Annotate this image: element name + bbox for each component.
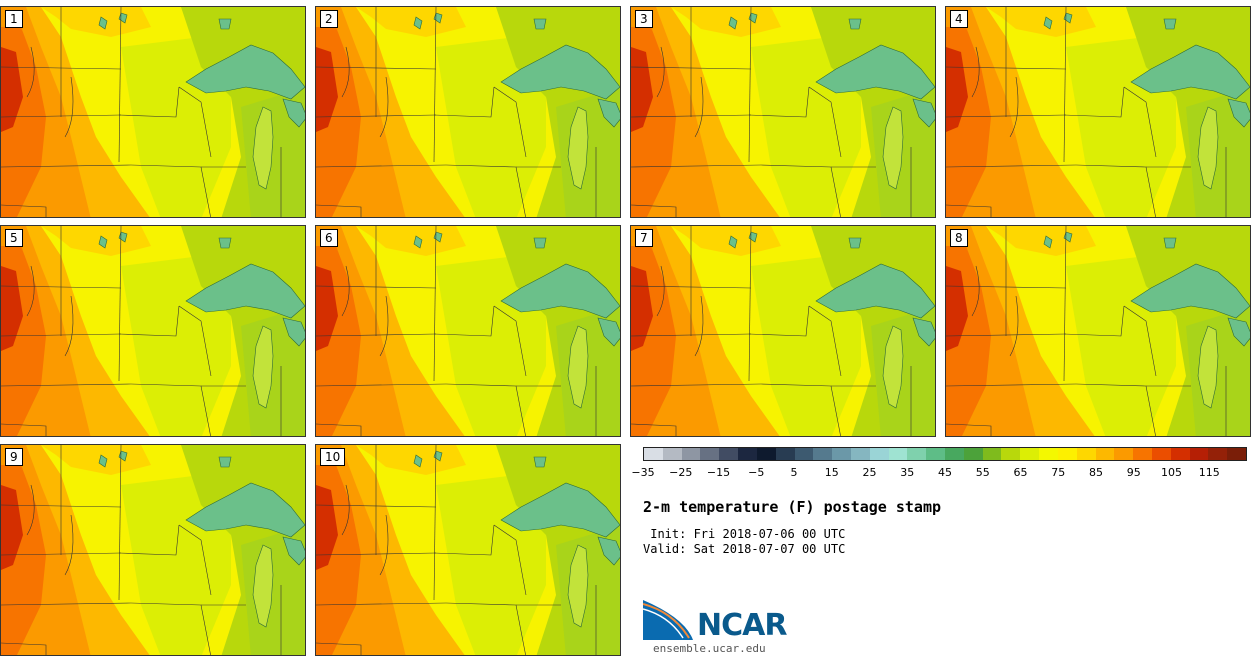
panel-number: 9 [5, 448, 23, 466]
colorbar-swatch [738, 448, 757, 460]
map-5 [1, 226, 305, 436]
map-3 [631, 7, 935, 217]
colorbar-tick-label: −15 [706, 466, 731, 479]
colorbar [643, 447, 1247, 461]
map-4 [946, 7, 1250, 217]
init-time: Init: Fri 2018-07-06 00 UTC [643, 527, 846, 541]
colorbar-swatch [700, 448, 720, 460]
colorbar-tick-label: −25 [669, 466, 693, 479]
colorbar-swatch [982, 448, 1002, 460]
panel-number: 2 [320, 10, 338, 28]
stamp-panel-4: 4 [945, 6, 1251, 218]
colorbar-swatch [1151, 448, 1171, 460]
colorbar-swatch [1114, 448, 1134, 460]
colorbar-swatch [1057, 448, 1077, 460]
panel-number: 6 [320, 229, 338, 247]
colorbar-swatch [850, 448, 870, 460]
colorbar-swatch [869, 448, 889, 460]
colorbar-swatch [1227, 448, 1246, 460]
colorbar-swatch [1020, 448, 1040, 460]
map-9 [1, 445, 305, 655]
panel-number: 1 [5, 10, 23, 28]
colorbar-tick-label: 35 [900, 466, 915, 479]
colorbar-swatch [832, 448, 851, 460]
colorbar-swatch [719, 448, 739, 460]
colorbar-tick-label: 95 [1126, 466, 1141, 479]
map-1 [1, 7, 305, 217]
map-6 [316, 226, 620, 436]
colorbar-swatch [813, 448, 833, 460]
stamp-panel-7: 7 [630, 225, 936, 437]
stamp-panel-1: 1 [0, 6, 306, 218]
map-10 [316, 445, 620, 655]
colorbar-tick-label: 45 [938, 466, 952, 479]
stamp-panel-6: 6 [315, 225, 621, 437]
colorbar-swatch [1095, 448, 1115, 460]
panel-number: 10 [320, 448, 346, 466]
colorbar-swatch [1170, 448, 1190, 460]
colorbar-swatch [926, 448, 945, 460]
stamp-panel-9: 9 [0, 444, 306, 656]
colorbar-swatch [963, 448, 983, 460]
colorbar-tick-label: 25 [862, 466, 877, 479]
panel-number: 4 [950, 10, 968, 28]
colorbar-tick-label: 85 [1089, 466, 1103, 479]
ensemble-url[interactable]: ensemble.ucar.edu [653, 642, 766, 655]
colorbar-swatch [644, 448, 663, 460]
stamp-panel-3: 3 [630, 6, 936, 218]
colorbar-tick-label: 5 [790, 466, 798, 479]
colorbar-tick-label: −5 [748, 466, 765, 479]
panel-number: 3 [635, 10, 653, 28]
colorbar-swatch [681, 448, 701, 460]
colorbar-tick-label: 55 [975, 466, 990, 479]
colorbar-swatch [1133, 448, 1152, 460]
colorbar-swatch [662, 448, 682, 460]
colorbar-swatch [1189, 448, 1209, 460]
colorbar-tick-label: 105 [1161, 466, 1182, 479]
panel-number: 8 [950, 229, 968, 247]
colorbar-tick-label: 65 [1013, 466, 1028, 479]
stamp-panel-2: 2 [315, 6, 621, 218]
map-2 [316, 7, 620, 217]
colorbar-swatch [1001, 448, 1021, 460]
colorbar-swatch [1208, 448, 1228, 460]
valid-time: Valid: Sat 2018-07-07 00 UTC [643, 542, 846, 556]
colorbar-swatch [945, 448, 964, 460]
colorbar-swatch [888, 448, 908, 460]
stamp-panel-10: 10 [315, 444, 621, 656]
colorbar-tick-label: 15 [824, 466, 839, 479]
colorbar-swatch [756, 448, 776, 460]
panel-number: 7 [635, 229, 653, 247]
ncar-logo-text: NCAR [697, 608, 787, 643]
colorbar-swatch [775, 448, 795, 460]
colorbar-swatch [1076, 448, 1096, 460]
map-8 [946, 226, 1250, 436]
chart-title: 2-m temperature (F) postage stamp [643, 498, 942, 516]
panel-number: 5 [5, 229, 23, 247]
colorbar-tick-label: −35 [631, 466, 655, 479]
stamp-panel-5: 5 [0, 225, 306, 437]
stamp-panel-8: 8 [945, 225, 1251, 437]
colorbar-tick-label: 115 [1198, 466, 1220, 479]
colorbar-swatch [1039, 448, 1058, 460]
ncar-logo-icon [643, 600, 693, 640]
colorbar-swatch [794, 448, 814, 460]
colorbar-swatch [907, 448, 927, 460]
map-7 [631, 226, 935, 436]
colorbar-tick-label: 75 [1051, 466, 1066, 479]
